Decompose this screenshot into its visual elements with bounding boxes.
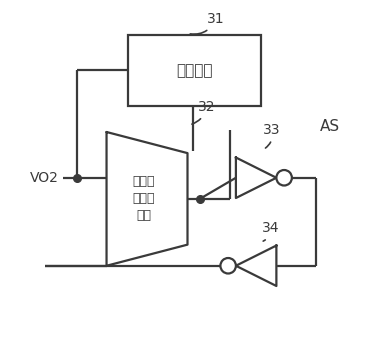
Circle shape: [220, 258, 236, 274]
Text: 二选一
数据选
择器: 二选一 数据选 择器: [132, 175, 155, 222]
Text: VO2: VO2: [30, 171, 59, 185]
Text: 33: 33: [263, 123, 281, 148]
Text: 32: 32: [192, 100, 216, 124]
Text: 31: 31: [190, 12, 225, 34]
Polygon shape: [236, 246, 276, 286]
Text: 延时电路: 延时电路: [176, 63, 213, 78]
Text: AS: AS: [320, 119, 340, 134]
Polygon shape: [236, 158, 276, 198]
Text: 34: 34: [261, 221, 279, 241]
Bar: [128, 35, 261, 106]
Polygon shape: [106, 132, 188, 266]
Circle shape: [276, 170, 292, 186]
